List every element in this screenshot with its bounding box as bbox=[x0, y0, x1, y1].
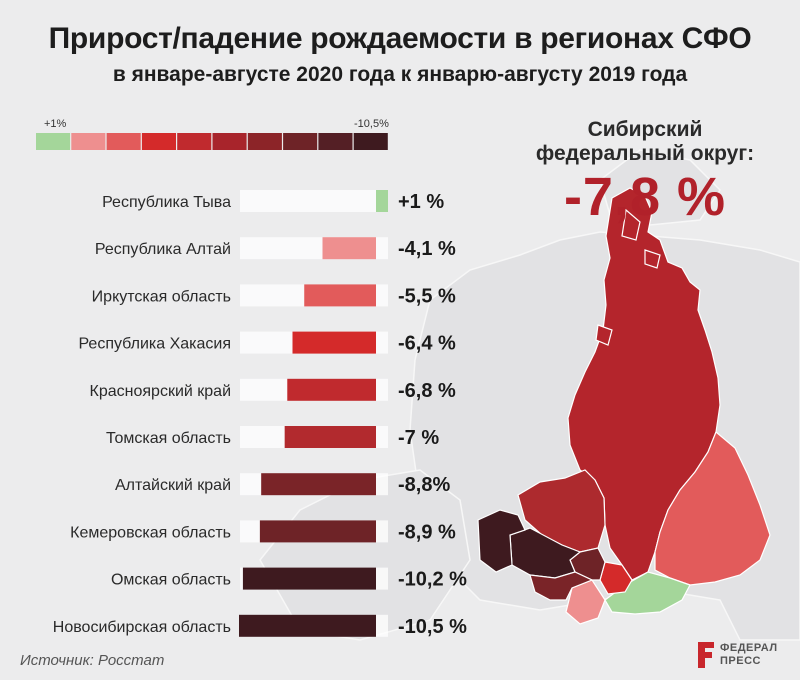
irkutsk-region bbox=[654, 431, 771, 586]
bar-value-label: -8,9 % bbox=[398, 521, 456, 543]
scale-swatch bbox=[141, 133, 176, 150]
brand-line1: ФЕДЕРАЛ bbox=[720, 642, 778, 654]
bar bbox=[376, 190, 388, 212]
bar-value-label: -7 % bbox=[398, 427, 439, 449]
bar-category-label: Кемеровская область bbox=[70, 524, 231, 541]
bar-category-label: Омская область bbox=[111, 572, 231, 589]
district-label: Сибирский федеральный округ: bbox=[530, 118, 760, 166]
bar bbox=[304, 284, 376, 307]
bar-track bbox=[240, 190, 388, 212]
bar-value-label: -10,2 % bbox=[398, 569, 467, 591]
scale-swatch bbox=[283, 133, 318, 150]
scale-right-label: -10,5% bbox=[354, 118, 389, 130]
bar-value-label: -5,5 % bbox=[398, 285, 456, 307]
bar-category-label: Республика Хакасия bbox=[78, 336, 231, 353]
page-subtitle: в январе-августе 2020 года к январю-авгу… bbox=[112, 63, 688, 86]
bar-category-label: Республика Алтай bbox=[95, 241, 231, 258]
bar bbox=[261, 473, 376, 496]
bar-category-label: Иркутская область bbox=[92, 288, 231, 305]
bar-category-label: Новосибирская область bbox=[53, 619, 231, 636]
bar bbox=[242, 567, 376, 590]
novosibirsk-region bbox=[509, 527, 582, 579]
page-title: Прирост/падение рождаемости в регионах С… bbox=[48, 22, 752, 55]
bar bbox=[239, 614, 376, 637]
omsk-region bbox=[477, 509, 526, 573]
bar-value-label: -8,8% bbox=[398, 474, 450, 496]
brand-mark-icon bbox=[698, 642, 714, 668]
bar-value-label: +1 % bbox=[398, 191, 444, 213]
brand-line2: ПРЕСС bbox=[720, 655, 761, 667]
scale-swatch bbox=[212, 133, 247, 150]
bar-category-label: Республика Тыва bbox=[102, 194, 231, 211]
bar-value-label: -4,1 % bbox=[398, 238, 456, 260]
scale-swatch bbox=[71, 133, 106, 150]
sfo-map bbox=[477, 187, 771, 625]
district-label-line2: федеральный округ: bbox=[535, 142, 755, 165]
bar bbox=[287, 378, 376, 401]
tuva-region bbox=[604, 571, 691, 615]
bar-category-label: Томская область bbox=[106, 430, 231, 447]
bar bbox=[292, 331, 376, 354]
krasnoyarsk-islands bbox=[595, 208, 661, 346]
scale-left-label: +1% bbox=[44, 118, 67, 130]
bar bbox=[284, 426, 376, 448]
altai-krai-region bbox=[529, 571, 594, 601]
scale-swatch bbox=[318, 133, 353, 150]
bar bbox=[259, 520, 376, 543]
bar-value-label: -10,5 % bbox=[398, 616, 467, 638]
scale-swatch bbox=[247, 133, 282, 150]
scale-swatch bbox=[353, 133, 388, 150]
bar-value-label: -6,4 % bbox=[398, 333, 456, 355]
scale-swatch bbox=[36, 133, 71, 150]
scale-swatch bbox=[177, 133, 212, 150]
district-value: -7,8 % bbox=[563, 167, 727, 227]
bar-category-label: Красноярский край bbox=[90, 383, 231, 400]
scale-swatch bbox=[106, 133, 141, 150]
bar-value-label: -6,8 % bbox=[398, 380, 456, 402]
bar-category-label: Алтайский край bbox=[115, 477, 231, 494]
district-label-line1: Сибирский bbox=[587, 118, 703, 141]
bar bbox=[322, 237, 376, 260]
source-note: Источник: Росстат bbox=[20, 652, 165, 669]
